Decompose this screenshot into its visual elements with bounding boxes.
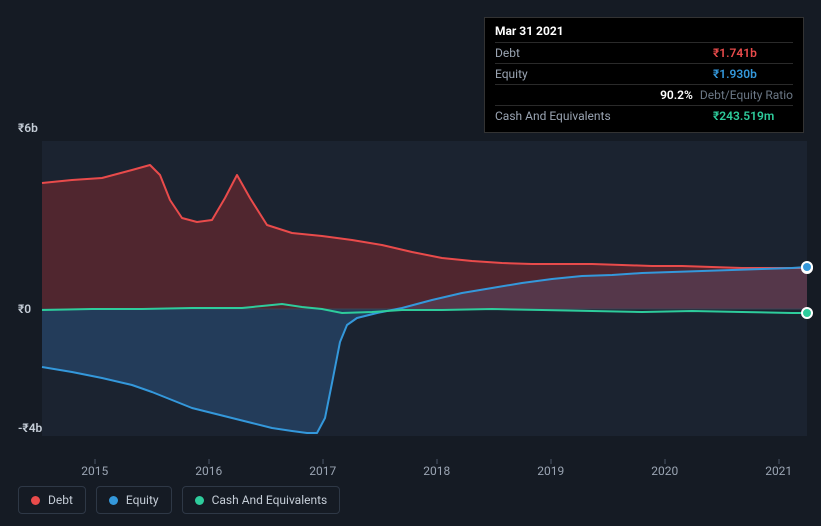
x-tick-label: 2016: [195, 464, 222, 478]
cash-end-marker: [802, 308, 812, 318]
x-axis: 2015 2016 2017 2018 2019 2020 2021: [42, 464, 807, 484]
tooltip-row-equity: Equity ₹1.930b: [495, 63, 793, 84]
legend-item-debt[interactable]: Debt: [18, 486, 86, 514]
ratio-label: Debt/Equity Ratio: [700, 88, 793, 102]
tooltip-label: Debt: [495, 46, 713, 60]
debt-area: [42, 165, 807, 309]
x-tick-label: 2021: [765, 464, 792, 478]
tooltip-value: ₹1.741b: [713, 46, 793, 60]
legend-item-cash-and-equivalents[interactable]: Cash And Equivalents: [182, 486, 341, 514]
equity-end-marker: [802, 262, 812, 272]
x-tick-label: 2018: [423, 464, 450, 478]
x-tick-label: 2015: [81, 464, 108, 478]
legend-label: Debt: [48, 493, 73, 507]
legend-item-equity[interactable]: Equity: [96, 486, 172, 514]
y-tick-label: ₹0: [18, 302, 31, 316]
x-tick-label: 2020: [651, 464, 678, 478]
tooltip-value: ₹1.930b: [713, 67, 793, 81]
y-tick-label: -₹4b: [18, 421, 42, 435]
x-tick-label: 2017: [309, 464, 336, 478]
legend-dot-icon: [31, 496, 40, 505]
legend: Debt Equity Cash And Equivalents: [18, 486, 340, 514]
legend-dot-icon: [195, 496, 204, 505]
tooltip-box: Mar 31 2021 Debt ₹1.741b Equity ₹1.930b …: [484, 17, 804, 133]
x-tick-label: 2019: [537, 464, 564, 478]
legend-label: Equity: [126, 493, 159, 507]
chart-area[interactable]: ₹6b₹0-₹4b 2015201620172018201920202021: [18, 120, 807, 460]
tooltip-label: Equity: [495, 67, 713, 81]
tooltip-date: Mar 31 2021: [495, 24, 793, 38]
ratio-value: 90.2%: [660, 88, 693, 102]
legend-dot-icon: [109, 496, 118, 505]
y-tick-label: ₹6b: [18, 121, 38, 135]
chart-svg: [42, 120, 807, 436]
tooltip-row-ratio: 90.2% Debt/Equity Ratio: [495, 84, 793, 105]
legend-label: Cash And Equivalents: [212, 493, 328, 507]
tooltip-row-debt: Debt ₹1.741b: [495, 42, 793, 63]
